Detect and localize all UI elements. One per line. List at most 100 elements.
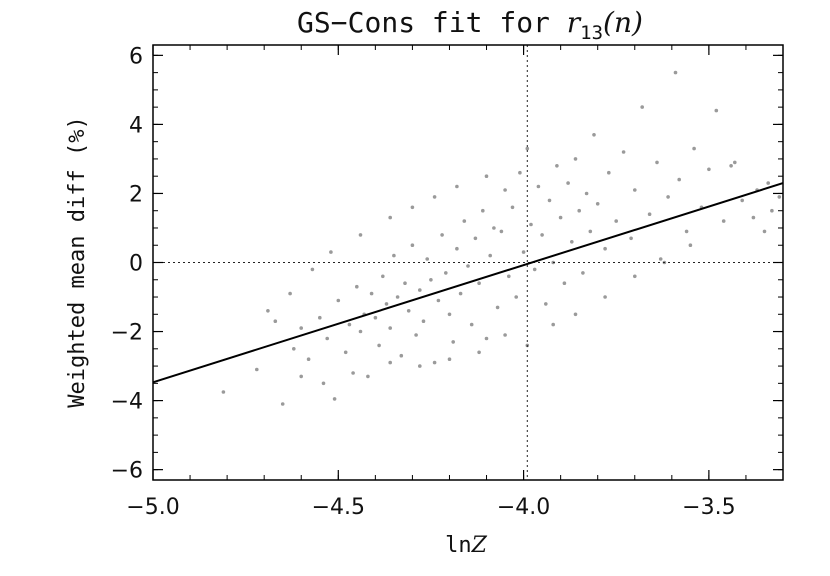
y-tick-label: −2 xyxy=(111,321,143,346)
scatter-point xyxy=(477,281,481,286)
scatter-point xyxy=(484,336,489,341)
scatter-point xyxy=(566,181,570,185)
scatter-point xyxy=(377,343,381,348)
y-tick-label: −4 xyxy=(111,390,143,415)
scatter-point xyxy=(673,70,678,75)
scatter-point xyxy=(388,326,393,330)
scatter-point xyxy=(425,257,430,261)
x-axis-label-variable: Z xyxy=(471,533,488,558)
scatter-point xyxy=(614,219,618,223)
scatter-point xyxy=(266,309,270,313)
scatter-point xyxy=(584,191,589,196)
scatter-point xyxy=(518,170,522,175)
scatter-point xyxy=(655,160,659,165)
scatter-point xyxy=(366,374,370,379)
scatter-point xyxy=(647,212,652,216)
scatter-point xyxy=(577,208,581,213)
scatter-point xyxy=(418,364,422,368)
y-tick-label: −6 xyxy=(111,459,143,484)
scatter-point xyxy=(529,222,533,227)
chart-title-prefix: GS−Cons fit for xyxy=(297,6,567,39)
scatter-point xyxy=(447,357,452,362)
scatter-point xyxy=(677,177,681,182)
scatter-point xyxy=(488,253,493,258)
scatter-point xyxy=(525,146,530,151)
scatter-point xyxy=(455,184,459,189)
y-axis-label: Weighted mean diff (%) xyxy=(65,116,90,407)
chart-title-args: (n) xyxy=(603,6,643,39)
scatter-point xyxy=(570,240,574,244)
scatter-point xyxy=(436,298,441,303)
scatter-point xyxy=(388,360,393,365)
chart-title-variable: r xyxy=(567,6,582,39)
x-axis-label-prefix: ln xyxy=(445,533,472,558)
scatter-point xyxy=(532,267,537,272)
scatter-point xyxy=(714,108,719,113)
scatter-point xyxy=(466,264,470,268)
scatter-point xyxy=(721,219,726,223)
scatter-point xyxy=(770,208,774,213)
scatter-point xyxy=(692,146,696,151)
scatter-point xyxy=(573,312,578,317)
scatter-point xyxy=(640,105,644,109)
scatter-point xyxy=(418,288,422,292)
scatter-point xyxy=(399,353,404,358)
scatter-point xyxy=(503,333,507,337)
scatter-point xyxy=(473,236,478,241)
scatter-point xyxy=(492,226,496,230)
scatter-point xyxy=(410,243,415,247)
scatter-point xyxy=(392,253,396,258)
scatter-point xyxy=(321,381,326,386)
scatter-point xyxy=(403,281,407,286)
scatter-point xyxy=(588,229,593,234)
scatter-point xyxy=(343,350,348,355)
scatter-point xyxy=(384,302,389,306)
scatter-point xyxy=(777,195,782,199)
scatter-point xyxy=(499,229,504,234)
scatter-point xyxy=(551,322,555,327)
y-tick-label: 0 xyxy=(129,252,143,277)
scatter-point xyxy=(280,402,285,406)
scatter-point xyxy=(318,315,322,320)
scatter-point xyxy=(462,219,467,223)
scatter-point xyxy=(558,215,563,220)
chart-title: GS−Cons fit for r13(n) xyxy=(297,6,643,44)
tick-labels: −5.0 −4.5 −4.0 −3.5 −6 −4 −2 0 2 4 6 xyxy=(111,44,736,520)
scatter-point xyxy=(358,329,363,334)
scatter-point xyxy=(358,233,363,237)
scatter-point xyxy=(329,250,333,254)
scatter-point xyxy=(633,188,637,192)
scatter-point xyxy=(607,170,611,175)
scatter-point xyxy=(751,215,756,220)
scatter-point xyxy=(510,205,515,210)
scatter-point xyxy=(292,347,296,351)
scatter-point xyxy=(707,167,711,172)
scatter-point xyxy=(455,246,459,251)
scatter-point xyxy=(495,305,500,310)
scatter-point xyxy=(629,236,633,241)
x-tick-label: −4.0 xyxy=(497,495,550,520)
scatter-point xyxy=(603,295,607,299)
scatter-point xyxy=(355,284,359,289)
x-tick-label: −4.5 xyxy=(312,495,365,520)
scatter-point xyxy=(729,164,733,168)
scatter-point xyxy=(299,326,304,330)
scatter-point xyxy=(562,281,567,286)
scatter-point xyxy=(414,333,418,337)
scatter-point xyxy=(740,198,744,203)
scatter-point xyxy=(540,233,544,237)
tick-marks xyxy=(152,45,784,480)
scatter-point xyxy=(688,243,693,247)
chart-title-subscript: 13 xyxy=(580,22,603,44)
scatter-point xyxy=(666,195,670,199)
scatter-point xyxy=(440,233,444,237)
scatter-point xyxy=(351,371,355,375)
scatter-point xyxy=(373,315,378,320)
scatter-point xyxy=(447,312,452,317)
x-tick-label: −3.5 xyxy=(682,495,735,520)
scatter-point xyxy=(573,157,578,161)
scatter-point xyxy=(310,267,315,272)
scatter-point xyxy=(254,367,259,372)
fit-line-group xyxy=(152,182,784,384)
